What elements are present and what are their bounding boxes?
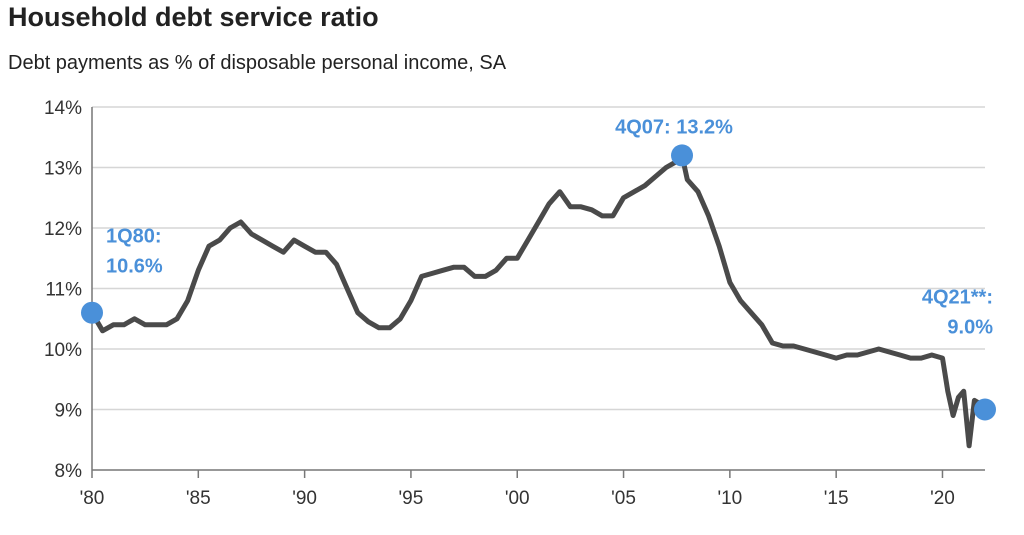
series-line	[89, 152, 988, 449]
x-tick-label: '10	[717, 488, 742, 509]
x-tick-label: '05	[611, 488, 636, 509]
axes	[91, 107, 985, 478]
y-tick-label: 10%	[44, 340, 82, 361]
y-tick-label: 13%	[44, 159, 82, 180]
x-tick-label: '20	[930, 488, 955, 509]
y-tick-labels: 8% 9% 10% 11% 12% 13% 14%	[44, 98, 82, 482]
y-tick-label: 8%	[55, 461, 83, 482]
x-tick-labels: '80 '85 '90 '95 '00 '05 '10 '15 '20	[80, 488, 955, 509]
annotation-label: 9.0%	[947, 317, 993, 339]
series-lines	[89, 152, 988, 449]
highlight-marker	[671, 144, 694, 167]
highlight-marker	[974, 398, 996, 421]
x-tick-label: '15	[824, 488, 849, 509]
annotation-labels: 1Q80: 10.6% 4Q07: 13.2% 4Q21**: 9.0%	[106, 116, 993, 338]
x-tick-label: '85	[186, 488, 211, 509]
x-tick-label: '80	[80, 488, 105, 509]
annotation-label: 1Q80:	[106, 226, 162, 248]
y-tick-label: 11%	[45, 280, 82, 301]
x-tick-label: '90	[292, 488, 317, 509]
annotation-label: 4Q21**:	[922, 287, 993, 309]
chart-subtitle: Debt payments as % of disposable persona…	[8, 52, 507, 74]
y-tick-label: 12%	[44, 219, 82, 240]
x-tick-label: '95	[399, 488, 424, 509]
chart-title: Household debt service ratio	[8, 2, 379, 32]
annotation-label: 10.6%	[106, 256, 163, 278]
y-tick-label: 14%	[44, 98, 82, 119]
highlight-markers	[81, 144, 996, 421]
y-tick-label: 9%	[55, 401, 83, 422]
x-tick-label: '00	[505, 488, 530, 509]
annotation-label: 4Q07: 13.2%	[615, 116, 733, 138]
highlight-marker	[81, 301, 103, 324]
gridlines	[92, 106, 985, 411]
